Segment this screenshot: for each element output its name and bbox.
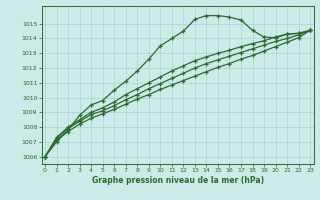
X-axis label: Graphe pression niveau de la mer (hPa): Graphe pression niveau de la mer (hPa) [92, 176, 264, 185]
